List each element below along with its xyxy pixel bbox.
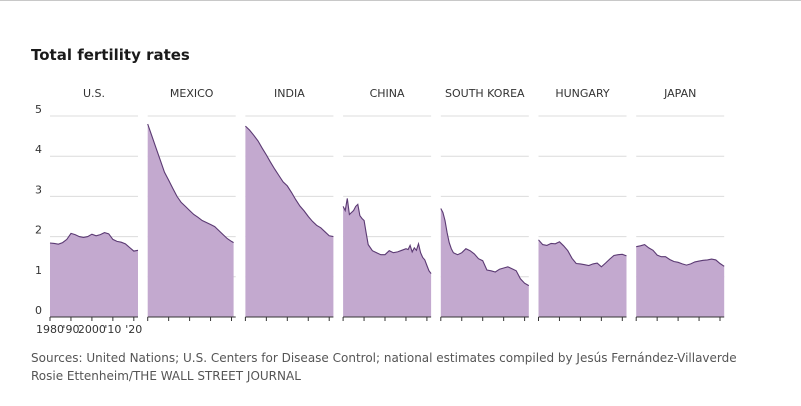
series-line <box>440 208 530 287</box>
panel-name: SOUTH KOREA <box>445 87 525 100</box>
series-area <box>245 126 334 317</box>
x-tick-label: '20 <box>125 323 142 336</box>
panel-name: INDIA <box>274 87 305 100</box>
series-area <box>440 208 529 317</box>
series-line <box>245 125 334 238</box>
series-area <box>636 244 725 317</box>
series-area <box>50 232 138 317</box>
y-tick-label: 3 <box>35 183 42 196</box>
series-line <box>147 123 234 244</box>
series-line <box>538 239 627 268</box>
series-area <box>147 124 234 317</box>
x-tick-label: '10 <box>104 323 121 336</box>
x-tick-label: 1980 <box>36 323 64 336</box>
panel-name: HUNGARY <box>555 87 610 100</box>
series-line <box>342 198 432 274</box>
panel-name: JAPAN <box>663 87 696 100</box>
y-tick-label: 4 <box>35 143 42 156</box>
y-tick-label: 2 <box>35 224 42 237</box>
chart-title: Total fertility rates <box>31 46 190 64</box>
x-tick-label: '90 <box>62 323 79 336</box>
series-line <box>49 232 139 252</box>
y-tick-label: 1 <box>35 264 42 277</box>
series-line <box>636 243 725 267</box>
y-tick-label: 0 <box>35 304 42 317</box>
y-tick-label: 5 <box>35 103 42 116</box>
panel-name: U.S. <box>83 87 105 100</box>
series-area <box>538 239 627 317</box>
source-note: Sources: United Nations; U.S. Centers fo… <box>31 351 737 365</box>
series-area <box>343 198 432 317</box>
credit-note: Rosie Ettenheim/THE WALL STREET JOURNAL <box>31 369 301 383</box>
top-rule <box>0 0 801 1</box>
panel-name: CHINA <box>370 87 405 100</box>
panel-name: MEXICO <box>170 87 214 100</box>
x-tick-label: 2000 <box>78 323 106 336</box>
